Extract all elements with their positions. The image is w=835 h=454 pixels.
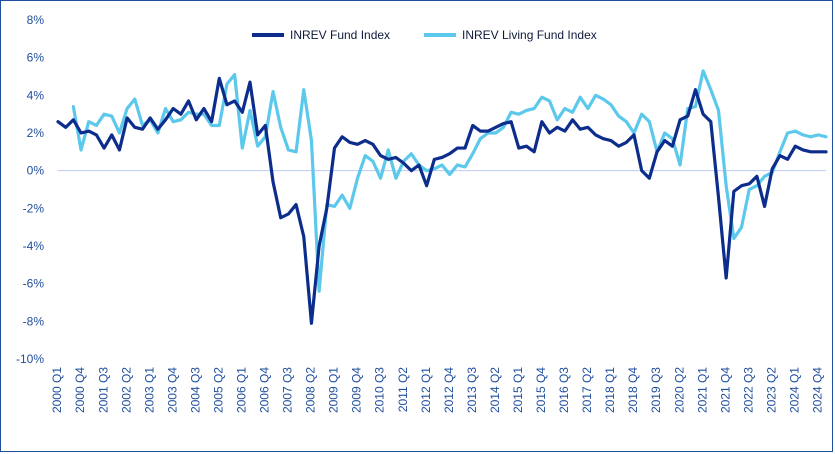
x-tick-label: 2003 Q1 [142, 367, 156, 413]
y-tick-label: -10% [16, 352, 44, 366]
y-tick-label: 4% [27, 88, 45, 102]
y-tick-label: -8% [23, 314, 45, 328]
legend: INREV Fund Index INREV Living Fund Index [252, 28, 597, 42]
x-tick-label: 2009 Q4 [350, 367, 364, 413]
legend-label-fund-index: INREV Fund Index [290, 28, 390, 42]
series-line-fund-index [56, 76, 828, 325]
x-tick-label: 2021 Q1 [695, 367, 709, 413]
x-axis: 2000 Q1 2000 Q4 2001 Q3 2002 Q2 2003 Q1 2003 … [50, 367, 835, 413]
y-tick-label: 0% [27, 164, 45, 178]
x-tick-label: 2013 Q3 [465, 367, 479, 413]
x-tick-label: 2012 Q4 [442, 367, 456, 413]
x-tick-label: 2000 Q4 [73, 367, 87, 413]
x-tick-label: 2015 Q1 [511, 367, 525, 413]
x-tick-label: 2011 Q2 [396, 367, 410, 412]
y-axis: 8% 6% 4% 2% 0% -2% -4% -6% -8% -10% [16, 13, 44, 366]
x-tick-label: 2020 Q2 [672, 367, 686, 413]
y-tick-label: 6% [27, 51, 45, 65]
x-tick-label: 2016 Q3 [557, 367, 571, 413]
y-tick-label: 8% [27, 13, 45, 27]
x-tick-label: 2000 Q1 [50, 367, 64, 413]
x-tick-label: 2006 Q1 [234, 367, 248, 413]
x-tick-label: 2001 Q3 [96, 367, 110, 413]
x-tick-label: 2019 Q3 [649, 367, 663, 413]
legend-label-living-fund-index: INREV Living Fund Index [462, 28, 597, 42]
x-tick-label: 2002 Q2 [119, 367, 133, 413]
y-tick-label: -6% [23, 277, 45, 291]
x-tick-label: 2009 Q1 [327, 367, 341, 413]
x-tick-label: 2018 Q1 [603, 367, 617, 413]
x-tick-label: 2024 Q1 [787, 367, 801, 413]
x-tick-label: 2015 Q4 [534, 367, 548, 413]
x-tick-label: 2005 Q2 [211, 367, 225, 413]
x-tick-label: 2024 Q4 [810, 367, 824, 413]
y-tick-label: 2% [27, 126, 45, 140]
plot-area [56, 69, 828, 325]
x-tick-label: 2025 Q3 [834, 367, 835, 413]
x-tick-label: 2023 Q2 [764, 367, 778, 413]
y-tick-label: -4% [23, 239, 45, 253]
x-tick-label: 2010 Q3 [373, 367, 387, 413]
y-tick-label: -2% [23, 201, 45, 215]
x-tick-label: 2014 Q2 [488, 367, 502, 413]
x-tick-label: 2008 Q2 [304, 367, 318, 413]
x-tick-label: 2012 Q1 [419, 367, 433, 413]
x-tick-label: 2017 Q2 [580, 367, 594, 413]
x-tick-label: 2004 Q3 [188, 367, 202, 413]
x-tick-label: 2007 Q3 [281, 367, 295, 413]
x-tick-label: 2006 Q4 [258, 367, 272, 413]
x-tick-label: 2022 Q3 [741, 367, 755, 413]
x-tick-label: 2003 Q4 [165, 367, 179, 413]
x-tick-label: 2021 Q4 [718, 367, 732, 413]
x-tick-label: 2018 Q4 [626, 367, 640, 413]
